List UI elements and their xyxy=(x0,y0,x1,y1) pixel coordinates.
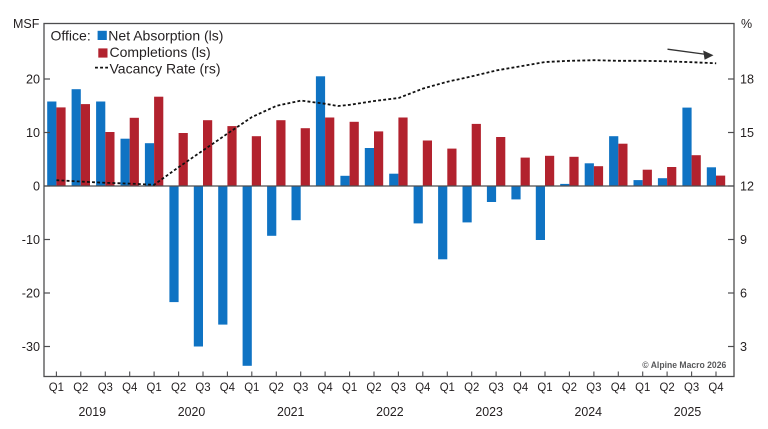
svg-text:2020: 2020 xyxy=(178,404,206,419)
svg-text:Q2: Q2 xyxy=(73,380,89,394)
svg-text:Q1: Q1 xyxy=(635,380,651,394)
svg-text:-20: -20 xyxy=(22,287,40,301)
svg-text:Q3: Q3 xyxy=(391,380,407,394)
svg-text:2023: 2023 xyxy=(475,404,503,419)
svg-text:Completions (ls): Completions (ls) xyxy=(110,44,211,60)
svg-text:2024: 2024 xyxy=(575,404,603,419)
svg-text:Q4: Q4 xyxy=(318,380,334,394)
svg-text:12: 12 xyxy=(740,180,754,194)
svg-text:9: 9 xyxy=(740,233,747,247)
svg-text:18: 18 xyxy=(740,73,754,87)
svg-text:Q2: Q2 xyxy=(464,380,480,394)
svg-text:Q4: Q4 xyxy=(708,380,724,394)
svg-text:2025: 2025 xyxy=(674,404,702,419)
svg-text:Q2: Q2 xyxy=(660,380,676,394)
svg-text:Q4: Q4 xyxy=(611,380,627,394)
svg-text:Q3: Q3 xyxy=(586,380,602,394)
svg-text:Q3: Q3 xyxy=(195,380,211,394)
svg-text:Q3: Q3 xyxy=(684,380,700,394)
svg-text:Q1: Q1 xyxy=(440,380,456,394)
svg-text:Net Absorption (ls): Net Absorption (ls) xyxy=(108,28,223,44)
svg-text:Q3: Q3 xyxy=(489,380,505,394)
svg-text:Q4: Q4 xyxy=(122,380,138,394)
svg-text:6: 6 xyxy=(740,287,747,301)
svg-text:© Alpine Macro 2026: © Alpine Macro 2026 xyxy=(642,360,726,370)
svg-text:2019: 2019 xyxy=(79,404,107,419)
svg-text:Q1: Q1 xyxy=(537,380,553,394)
svg-text:15: 15 xyxy=(740,126,754,140)
svg-text:10: 10 xyxy=(26,126,40,140)
svg-text:Q3: Q3 xyxy=(98,380,114,394)
svg-text:Vacancy Rate (rs): Vacancy Rate (rs) xyxy=(110,60,221,76)
svg-text:-10: -10 xyxy=(22,233,40,247)
svg-text:Q2: Q2 xyxy=(562,380,578,394)
svg-text:Q2: Q2 xyxy=(366,380,382,394)
svg-text:2022: 2022 xyxy=(376,404,404,419)
svg-text:Q4: Q4 xyxy=(220,380,236,394)
svg-text:Q2: Q2 xyxy=(171,380,187,394)
svg-text:Q1: Q1 xyxy=(342,380,358,394)
svg-text:Q1: Q1 xyxy=(147,380,163,394)
svg-text:3: 3 xyxy=(740,340,747,354)
svg-text:Q1: Q1 xyxy=(49,380,65,394)
svg-text:Q3: Q3 xyxy=(293,380,309,394)
svg-text:MSF: MSF xyxy=(13,17,40,31)
svg-text:Office:: Office: xyxy=(51,28,91,44)
svg-text:-30: -30 xyxy=(22,340,40,354)
svg-text:Q4: Q4 xyxy=(513,380,529,394)
svg-text:%: % xyxy=(741,17,752,31)
svg-text:0: 0 xyxy=(33,180,40,194)
svg-text:Q2: Q2 xyxy=(269,380,285,394)
svg-text:Q1: Q1 xyxy=(244,380,260,394)
svg-text:20: 20 xyxy=(26,73,40,87)
svg-text:Q4: Q4 xyxy=(415,380,431,394)
svg-text:2021: 2021 xyxy=(277,404,305,419)
